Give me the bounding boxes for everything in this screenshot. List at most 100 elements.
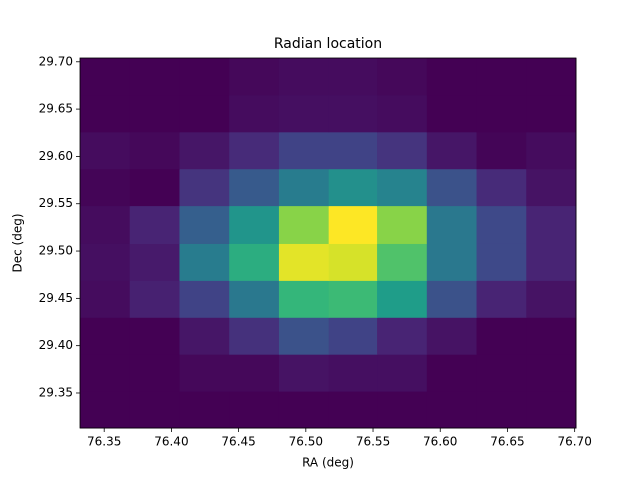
heatmap-cell <box>426 317 478 355</box>
heatmap-cell <box>179 280 230 318</box>
heatmap-cell <box>476 131 527 170</box>
heatmap-cell <box>426 131 478 170</box>
heatmap-cell <box>426 168 478 207</box>
heatmap-cell <box>129 131 180 170</box>
heatmap-cell <box>377 354 428 392</box>
heatmap-cell <box>179 94 230 133</box>
heatmap-cell <box>526 243 577 281</box>
heatmap-cell <box>377 243 428 281</box>
heatmap-cell <box>526 317 577 355</box>
heatmap-cell <box>179 58 230 96</box>
heatmap-cell <box>328 94 378 133</box>
heatmap-cell <box>526 205 577 244</box>
heatmap-cell <box>229 243 280 281</box>
heatmap-cell <box>476 205 527 244</box>
heatmap-cell <box>377 280 428 318</box>
heatmap-cell <box>377 317 428 355</box>
heatmap-cell <box>278 94 330 133</box>
heatmap-cell <box>129 354 180 392</box>
x-tick-label: 76.40 <box>154 435 188 449</box>
y-tick-label: 29.45 <box>39 291 73 305</box>
x-tick-label: 76.45 <box>221 435 255 449</box>
x-axis-label: RA (deg) <box>302 456 354 470</box>
heatmap-cell <box>476 317 527 355</box>
heatmap-cell <box>80 317 131 355</box>
heatmap-cell <box>426 391 478 429</box>
heatmap-cell <box>229 131 280 170</box>
heatmap-cell <box>526 94 577 133</box>
y-tick-label: 29.35 <box>39 385 73 399</box>
heatmap-cell <box>278 205 330 244</box>
heatmap-cell <box>377 58 428 96</box>
heatmap-cell <box>476 391 527 429</box>
plot-frame <box>79 57 577 429</box>
heatmap-cell <box>229 168 280 207</box>
heatmap-cell <box>526 280 577 318</box>
heatmap-cell <box>229 94 280 133</box>
heatmap-cell <box>476 168 527 207</box>
heatmap-cell <box>328 317 378 355</box>
heatmap-cell <box>129 58 180 96</box>
heatmap-cell <box>377 205 428 244</box>
heatmap-cell <box>179 243 230 281</box>
heatmap-cell <box>80 131 131 170</box>
heatmap-cell <box>526 58 577 96</box>
heatmap-cell <box>328 391 378 429</box>
heatmap-cell <box>278 280 330 318</box>
heatmap-cell <box>229 317 280 355</box>
heatmap-cell <box>526 131 577 170</box>
heatmap-cell <box>80 354 131 392</box>
chart-title: Radian location <box>274 36 382 52</box>
heatmap-cell <box>80 391 131 429</box>
heatmap-cell <box>129 243 180 281</box>
heatmap-cell <box>278 168 330 207</box>
heatmap-cell <box>278 317 330 355</box>
heatmap-cell <box>179 317 230 355</box>
heatmap-cell <box>476 354 527 392</box>
x-tick-label: 76.65 <box>490 435 524 449</box>
x-tick-label: 76.70 <box>557 435 591 449</box>
heatmap-cell <box>179 168 230 207</box>
heatmap-cell <box>377 391 428 429</box>
heatmap-cell <box>229 58 280 96</box>
heatmap-cell <box>229 280 280 318</box>
heatmap-cells <box>80 58 577 429</box>
x-tick-label: 76.35 <box>87 435 121 449</box>
heatmap-cell <box>328 205 378 244</box>
heatmap-cell <box>80 205 131 244</box>
heatmap-cell <box>328 354 378 392</box>
heatmap-cell <box>426 354 478 392</box>
heatmap-cell <box>377 131 428 170</box>
heatmap-cell <box>129 168 180 207</box>
heatmap-cell <box>179 205 230 244</box>
heatmap-cell <box>426 205 478 244</box>
heatmap-cell <box>229 354 280 392</box>
y-tick-label: 29.65 <box>39 102 73 116</box>
heatmap-cell <box>80 58 131 96</box>
heatmap-cell <box>129 317 180 355</box>
y-tick-label: 29.40 <box>39 338 73 352</box>
heatmap-cell <box>476 94 527 133</box>
heatmap-cell <box>129 94 180 133</box>
heatmap-cell <box>179 391 230 429</box>
heatmap-cell <box>80 94 131 133</box>
x-tick-label: 76.55 <box>356 435 390 449</box>
heatmap-cell <box>80 243 131 281</box>
heatmap-cell <box>129 205 180 244</box>
x-tick-label: 76.50 <box>289 435 323 449</box>
heatmap-cell <box>426 280 478 318</box>
heatmap-cell <box>129 391 180 429</box>
y-axis-label: Dec (deg) <box>11 213 25 272</box>
heatmap-cell <box>229 391 280 429</box>
heatmap-cell <box>328 58 378 96</box>
x-tick-label: 76.60 <box>423 435 457 449</box>
heatmap-cell <box>80 280 131 318</box>
heatmap-cell <box>278 391 330 429</box>
heatmap-cell <box>278 354 330 392</box>
y-tick-label: 29.50 <box>39 244 73 258</box>
heatmap-cell <box>129 280 180 318</box>
heatmap-cell <box>80 168 131 207</box>
heatmap-cell <box>426 243 478 281</box>
y-tick-label: 29.55 <box>39 196 73 210</box>
